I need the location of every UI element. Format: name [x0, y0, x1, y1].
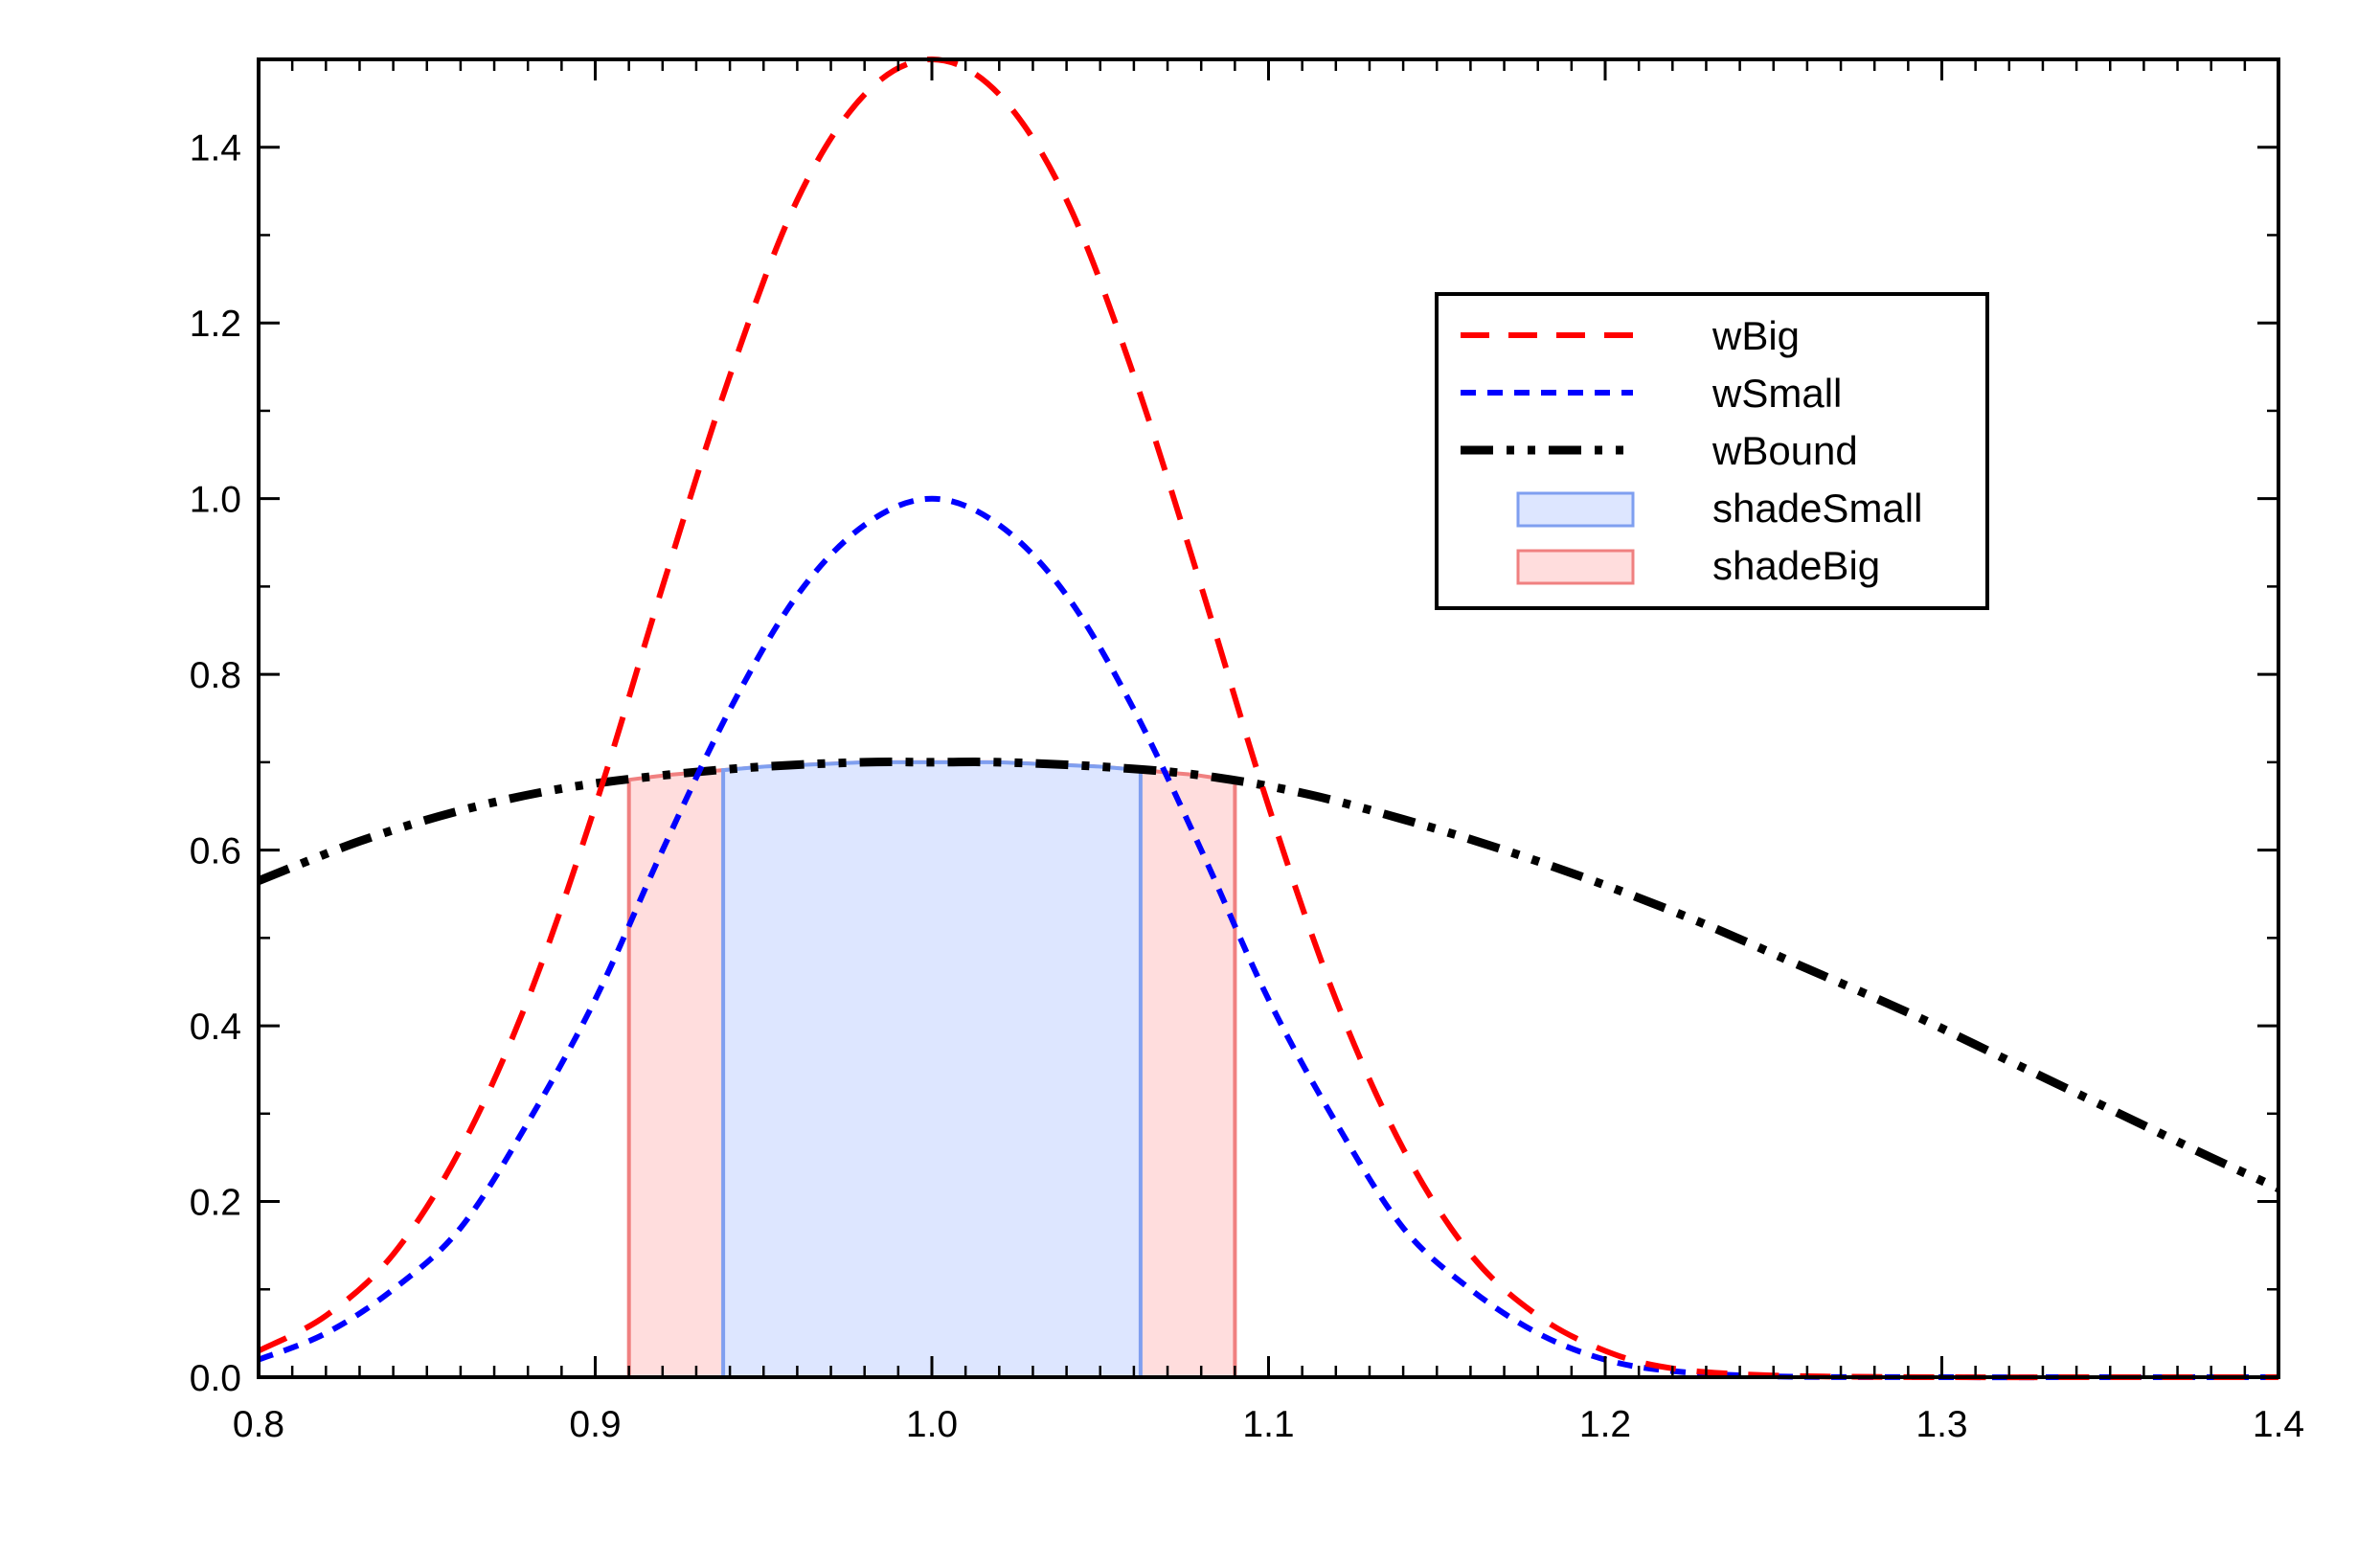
legend-label-shadebig: shadeBig	[1712, 543, 1880, 588]
legend-label-wbig: wBig	[1711, 313, 1800, 358]
series-line-wsmall	[257, 495, 2278, 1381]
shade-layer	[626, 759, 1237, 1379]
y-tick-label: 0.8	[190, 655, 241, 696]
y-tick-label: 0.6	[190, 831, 241, 872]
x-tick-label: 1.0	[906, 1404, 958, 1445]
x-tick-label: 1.2	[1579, 1404, 1631, 1445]
legend-label-shadesmall: shadeSmall	[1712, 486, 1922, 531]
x-tick-label: 0.8	[233, 1404, 284, 1445]
y-tick-label: 0.4	[190, 1007, 241, 1048]
legend-label-wsmall: wSmall	[1711, 371, 1842, 416]
tick-layer: 0.8 0.9 1.0 1.1 1.2 1.3 1.4 0.0 0.2 0.4 0.6 0.8 1.0 1…	[190, 57, 2304, 1445]
legend-swatch-shadesmall	[1516, 491, 1635, 528]
legend-label-wbound: wBound	[1711, 428, 1858, 473]
x-tick-label: 1.1	[1242, 1404, 1294, 1445]
y-tick-label: 1.2	[190, 304, 241, 345]
series-line-wbound	[257, 758, 2280, 1192]
y-tick-label: 0.2	[190, 1183, 241, 1224]
y-tick-label: 0.0	[190, 1358, 241, 1399]
legend-swatch-shadebig	[1516, 549, 1635, 585]
axes-layer	[257, 57, 2280, 1379]
series-line-wbig	[257, 57, 2278, 1381]
plot-frame	[257, 57, 2280, 1379]
y-tick-label: 1.0	[190, 480, 241, 521]
shade-region-shadesmall	[721, 759, 1143, 1379]
x-tick-label: 0.9	[569, 1404, 621, 1445]
series-layer	[257, 57, 2280, 1381]
y-tick-label: 1.4	[190, 128, 241, 170]
legend: wBig wSmall wBound shadeSmall shadeBig	[1435, 292, 1989, 610]
x-tick-label: 1.4	[2253, 1404, 2304, 1445]
x-tick-label: 1.3	[1915, 1404, 1967, 1445]
